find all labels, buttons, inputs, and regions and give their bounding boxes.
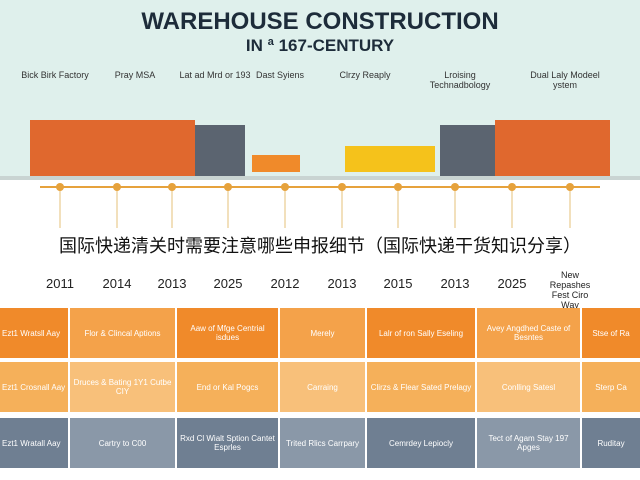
timeline-dot <box>281 183 289 191</box>
table-cell: Lalr of ron Sally Eseling <box>367 308 475 358</box>
table-cell: Conlling Satesl <box>477 362 580 412</box>
table-cell: Flor & Clincal Aptions <box>70 308 175 358</box>
table-cell: Trited Rlics Carrpary <box>280 418 365 468</box>
top-label: Lat ad Mrd or 193 <box>179 70 251 80</box>
timeline-dot <box>224 183 232 191</box>
year: 2015 <box>383 276 413 291</box>
top-label: Bick Birk Factory <box>21 70 89 80</box>
top-label: Lroising Technadbology <box>429 70 491 90</box>
table-cell: Ezt1 Wratall Aay <box>0 418 68 468</box>
timeline-dot <box>394 183 402 191</box>
year: 2013 <box>440 276 470 291</box>
year: 2012 <box>270 276 300 291</box>
top-label: Pray MSA <box>114 70 156 80</box>
top-label: Dual Laly Modeel ystem <box>530 70 600 90</box>
table-cell: Clirzs & Flear Sated Prelagy <box>367 362 475 412</box>
table-cell: Sterp Ca <box>582 362 640 412</box>
table-cell: Stse of Ra <box>582 308 640 358</box>
timeline-dot <box>56 183 64 191</box>
year: 2014 <box>102 276 132 291</box>
subtitle: IN ª 167-CENTURY <box>245 36 395 55</box>
year: 2025 <box>497 276 527 291</box>
timeline-dot <box>338 183 346 191</box>
year: New Repashes Fest Ciro Way <box>549 270 591 310</box>
table-cell: Aaw of Mfge Centrial isdues <box>177 308 278 358</box>
table-cell: Rxd Cl Wialt Sption Cantet Esprles <box>177 418 278 468</box>
table-cell: Cartry to C00 <box>70 418 175 468</box>
timeline-dot <box>508 183 516 191</box>
timeline-dot <box>113 183 121 191</box>
table-cell: Ruditay <box>582 418 640 468</box>
table-cell: Avey Angdhed Caste of Besntes <box>477 308 580 358</box>
table-cell: Cemrdey Lepiocly <box>367 418 475 468</box>
table-cell: Ezt1 Crosnall Aay <box>0 362 68 412</box>
table-cell: Tect of Agam Stay 197 Apges <box>477 418 580 468</box>
table-cell: End or Kal Pogcs <box>177 362 278 412</box>
timeline-dot <box>451 183 459 191</box>
year: 2013 <box>157 276 187 291</box>
timeline-dot <box>168 183 176 191</box>
timeline-dot <box>566 183 574 191</box>
overlay-text: 国际快递清关时需要注意哪些申报细节（国际快递干货知识分享） <box>59 236 581 256</box>
scene <box>0 0 640 228</box>
table-cell: Merely <box>280 308 365 358</box>
year: 2011 <box>46 276 74 291</box>
table-cell: Druces & Bating 1Y1 Cutbe CIY <box>70 362 175 412</box>
year: 2013 <box>327 276 357 291</box>
table-cell: Ezt1 Wratsll Aay <box>0 308 68 358</box>
table-cell: Carraing <box>280 362 365 412</box>
title: WAREHOUSE CONSTRUCTION <box>141 8 499 35</box>
top-label: Dast Syiens <box>255 70 305 80</box>
top-label: Clrzy Reaply <box>339 70 391 80</box>
year: 2025 <box>213 276 243 291</box>
